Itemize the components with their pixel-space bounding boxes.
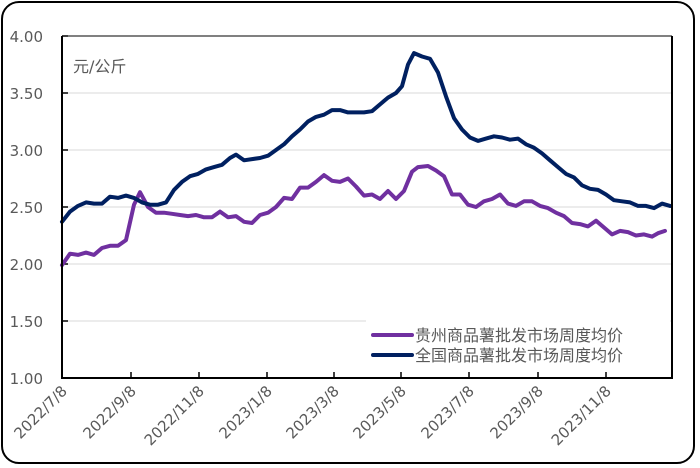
legend-label: 全国商品薯批发市场周度均价	[415, 346, 623, 365]
gridlines	[62, 35, 672, 322]
y-tick-label: 1.50	[10, 313, 43, 331]
unit-label: 元/公斤	[73, 57, 126, 76]
x-tick-label: 2023/7/8	[417, 382, 477, 442]
y-tick-label: 2.00	[10, 256, 43, 274]
series-line	[60, 164, 667, 268]
y-tick-label: 4.00	[10, 28, 43, 46]
y-tick-label: 3.00	[10, 142, 43, 160]
legend-label: 贵州商品薯批发市场周度均价	[415, 326, 623, 345]
y-tick-label: 2.50	[10, 199, 43, 217]
x-tick-label: 2022/7/8	[10, 382, 70, 442]
x-tick-label: 2023/3/8	[282, 382, 342, 442]
x-axis-labels: 2022/7/8 2022/9/8 2022/11/8 2023/1/8 2023/3/…	[10, 382, 614, 449]
x-tick-label: 2022/11/8	[141, 382, 208, 449]
y-tick-label: 3.50	[10, 85, 43, 103]
x-tick-label: 2023/9/8	[486, 382, 546, 442]
y-axis-labels: 1.00 1.50 2.00 2.50 3.00 3.50 4.00	[10, 28, 43, 388]
x-tick-label: 2023/11/8	[548, 382, 615, 449]
data-series	[60, 51, 672, 268]
y-tick-label: 1.00	[10, 370, 43, 388]
x-tick-label: 2023/1/8	[215, 382, 275, 442]
x-tick-label: 2023/5/8	[349, 382, 409, 442]
x-tick-label: 2022/9/8	[79, 382, 139, 442]
series-line	[60, 51, 672, 224]
